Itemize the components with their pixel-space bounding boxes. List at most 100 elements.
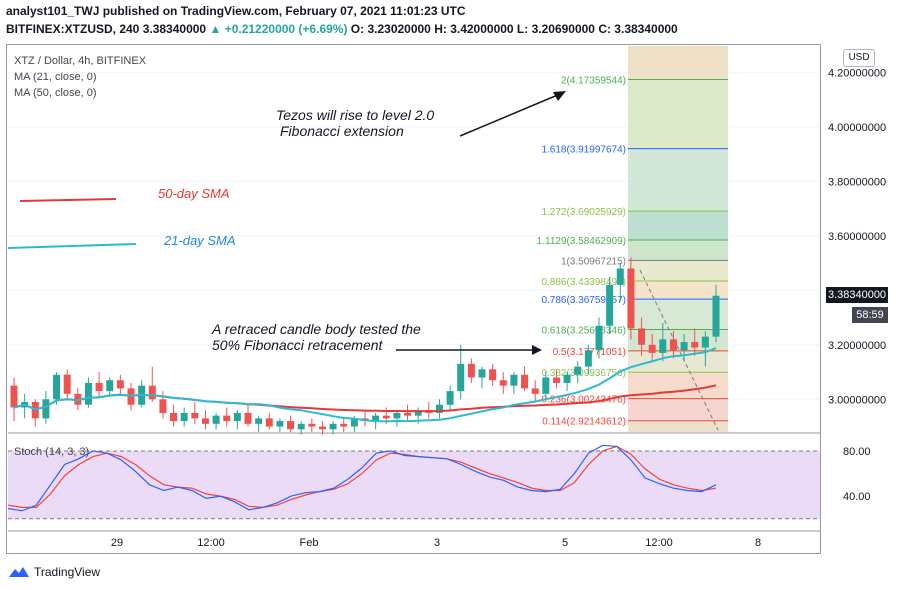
candle-body <box>701 336 709 348</box>
candle-body <box>244 412 252 424</box>
currency-button[interactable]: USD <box>843 49 875 67</box>
candle-body <box>510 374 518 386</box>
candle-body <box>457 363 465 392</box>
fib-zone <box>628 398 728 421</box>
stoch-k-line <box>7 444 717 512</box>
tradingview-logo[interactable]: TradingView <box>8 565 100 579</box>
stoch-band <box>8 450 820 519</box>
ma21-legend[interactable]: MA (21, close, 0) <box>14 71 97 83</box>
fib-zone <box>628 148 728 212</box>
candle-body <box>276 421 284 427</box>
candle-body <box>265 418 273 427</box>
fib-level-label: 2(4.17359544) <box>561 75 626 86</box>
candle-body <box>563 374 571 383</box>
ma21-line <box>13 347 717 423</box>
candle-body <box>201 418 209 424</box>
rise-arrow-line <box>459 93 561 137</box>
candle-body <box>159 399 167 413</box>
ma50-legend[interactable]: MA (50, close, 0) <box>14 87 97 99</box>
time-tick-label: 8 <box>755 537 761 549</box>
candle-body <box>638 328 646 345</box>
retrace-arrow-head <box>532 345 542 355</box>
price-change: +0.21220000 (+6.69%) <box>224 22 348 36</box>
candle-body <box>233 412 241 422</box>
stoch-tick-label: 40.00 <box>843 491 871 503</box>
candle-body <box>648 344 656 353</box>
candle-body <box>414 410 422 416</box>
fib-zone <box>628 350 728 373</box>
candle-body <box>318 426 326 430</box>
candle-body <box>297 423 305 430</box>
fib-zone <box>628 79 728 149</box>
candle-body <box>191 412 199 419</box>
rise-annotation-line1: Tezos will rise to level 2.0 <box>276 107 434 123</box>
candle-body <box>116 380 124 389</box>
fib-trend-line <box>639 269 719 431</box>
candle-body <box>584 350 592 367</box>
candle-body <box>223 415 231 422</box>
candle-body <box>478 369 486 378</box>
fib-level-label: 1.272(3.69025929) <box>541 207 626 218</box>
countdown-tag: 58:59 <box>852 307 888 323</box>
candle-body <box>489 369 497 381</box>
fib-level-label: 1.1129(3.58462909) <box>537 236 626 247</box>
ma50-line <box>13 384 717 413</box>
stoch-legend: Stoch (14, 3, 3) <box>14 446 89 458</box>
fib-zone <box>628 281 728 300</box>
candle-body <box>106 380 114 392</box>
chart-frame <box>6 44 821 554</box>
candle-body <box>42 399 50 419</box>
fib-zone <box>628 260 728 282</box>
time-tick-label: Feb <box>300 537 319 549</box>
symbol-legend: XTZ / Dollar, 4h, BITFINEX <box>14 55 147 67</box>
candle-body <box>574 366 582 375</box>
candle-body <box>350 418 358 427</box>
sma21-annotation: 21-day SMA <box>163 233 236 248</box>
time-tick-label: 12:00 <box>197 537 225 549</box>
candle-body <box>255 418 263 424</box>
candle-body <box>287 421 295 430</box>
candle-body <box>467 363 475 378</box>
time-tick-label: 29 <box>111 537 123 549</box>
candle-body <box>53 374 61 400</box>
retrace-annotation-line2: 50% Fibonacci retracement <box>212 337 384 353</box>
candle-body <box>404 412 412 416</box>
fib-zone <box>628 299 728 330</box>
candle-body <box>521 374 529 389</box>
ma50-legend-line <box>19 198 117 202</box>
candle-body <box>606 284 614 326</box>
fib-level-label: 0.618(3.25603346) <box>541 326 626 337</box>
symbol-info: BITFINEX:XTZUSD, 240 3.38340000 ▲ +0.212… <box>6 22 678 36</box>
candle-body <box>499 380 507 386</box>
candle-body <box>308 423 316 427</box>
candle-body <box>170 412 178 422</box>
price-tick-label: 3.20000000 <box>828 340 886 352</box>
fib-level-label: 0.236(3.00243476) <box>541 395 626 406</box>
candle-body <box>531 388 539 394</box>
candle-body <box>552 377 560 383</box>
time-tick-label: 12:00 <box>645 537 673 549</box>
publish-info: analyst101_TWJ published on TradingView.… <box>6 4 466 18</box>
candle-body <box>435 404 443 413</box>
fib-zone <box>628 211 728 240</box>
price-tick-label: 3.80000000 <box>828 176 886 188</box>
retrace-annotation-line1: A retraced candle body tested the <box>211 321 421 337</box>
candle-body <box>10 385 18 408</box>
fib-level-label: 0.786(3.36759357) <box>541 295 626 306</box>
candle-body <box>627 268 635 329</box>
candle-body <box>212 415 220 424</box>
candle-body <box>680 342 688 351</box>
fib-zone <box>628 420 728 432</box>
stoch-tick-label: 80.00 <box>843 446 871 458</box>
candle-body <box>595 325 603 351</box>
candle-body <box>659 339 667 353</box>
candle-body <box>616 268 624 285</box>
current-price-tag: 3.38340000 <box>826 287 888 303</box>
candle-body <box>95 382 103 392</box>
candle-body <box>669 339 677 351</box>
candle-body <box>180 412 188 422</box>
candle-body <box>691 342 699 348</box>
fib-zone <box>628 46 728 80</box>
fib-zone <box>628 239 728 261</box>
